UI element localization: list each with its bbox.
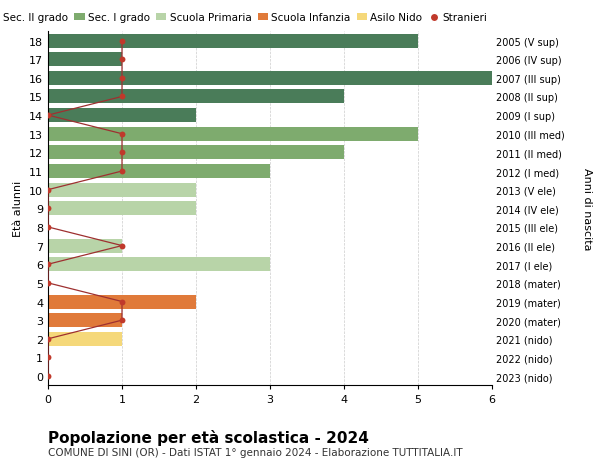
Point xyxy=(43,224,53,231)
Bar xyxy=(48,183,196,197)
Text: COMUNE DI SINI (OR) - Dati ISTAT 1° gennaio 2024 - Elaborazione TUTTITALIA.IT: COMUNE DI SINI (OR) - Dati ISTAT 1° genn… xyxy=(48,448,463,458)
Point xyxy=(43,205,53,213)
Bar xyxy=(48,34,418,48)
Bar xyxy=(48,165,270,179)
Point xyxy=(117,242,127,250)
Bar xyxy=(48,332,122,346)
Bar xyxy=(48,146,344,160)
Text: Popolazione per età scolastica - 2024: Popolazione per età scolastica - 2024 xyxy=(48,429,369,445)
Point xyxy=(117,75,127,82)
Y-axis label: Anni di nascita: Anni di nascita xyxy=(581,168,592,250)
Point xyxy=(117,94,127,101)
Bar xyxy=(48,90,344,104)
Bar xyxy=(48,257,270,272)
Bar xyxy=(48,295,196,309)
Point xyxy=(117,131,127,138)
Bar xyxy=(48,239,122,253)
Point xyxy=(117,168,127,175)
Point xyxy=(117,56,127,64)
Bar xyxy=(48,109,196,123)
Point xyxy=(43,186,53,194)
Point xyxy=(117,298,127,306)
Point xyxy=(117,38,127,45)
Point xyxy=(43,336,53,343)
Bar xyxy=(48,72,492,86)
Point xyxy=(43,354,53,361)
Legend: Sec. II grado, Sec. I grado, Scuola Primaria, Scuola Infanzia, Asilo Nido, Stran: Sec. II grado, Sec. I grado, Scuola Prim… xyxy=(0,13,487,23)
Point xyxy=(43,261,53,269)
Bar xyxy=(48,53,122,67)
Point xyxy=(117,149,127,157)
Y-axis label: Età alunni: Età alunni xyxy=(13,181,23,237)
Bar xyxy=(48,128,418,141)
Point xyxy=(43,373,53,380)
Point xyxy=(117,317,127,324)
Bar xyxy=(48,313,122,327)
Point xyxy=(43,280,53,287)
Bar xyxy=(48,202,196,216)
Point xyxy=(43,112,53,119)
